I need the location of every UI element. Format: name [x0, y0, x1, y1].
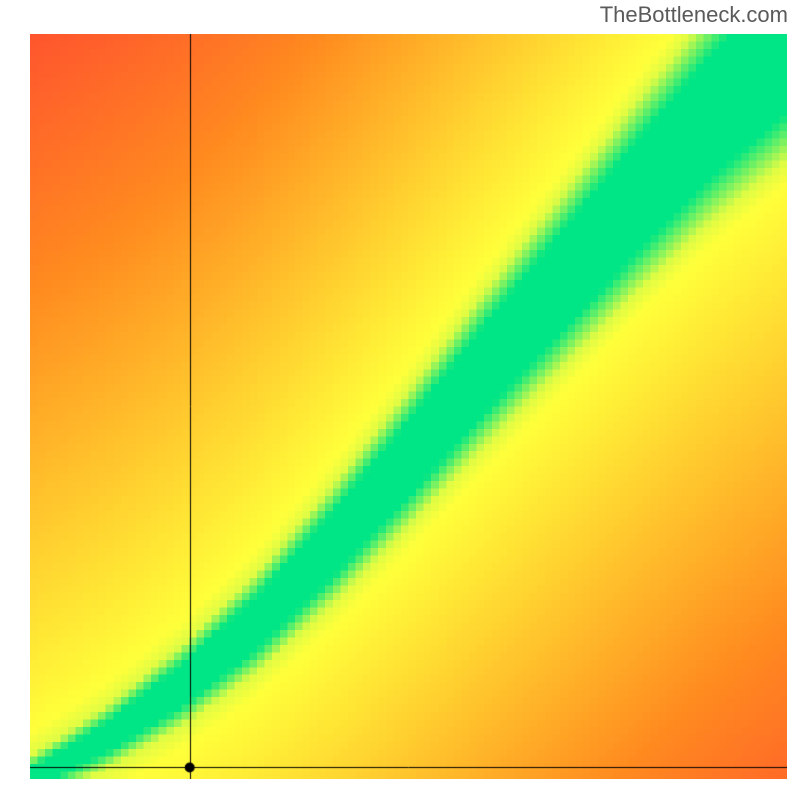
watermark-text: TheBottleneck.com — [600, 2, 788, 28]
bottleneck-heatmap — [30, 34, 787, 779]
chart-container: TheBottleneck.com — [0, 0, 800, 800]
